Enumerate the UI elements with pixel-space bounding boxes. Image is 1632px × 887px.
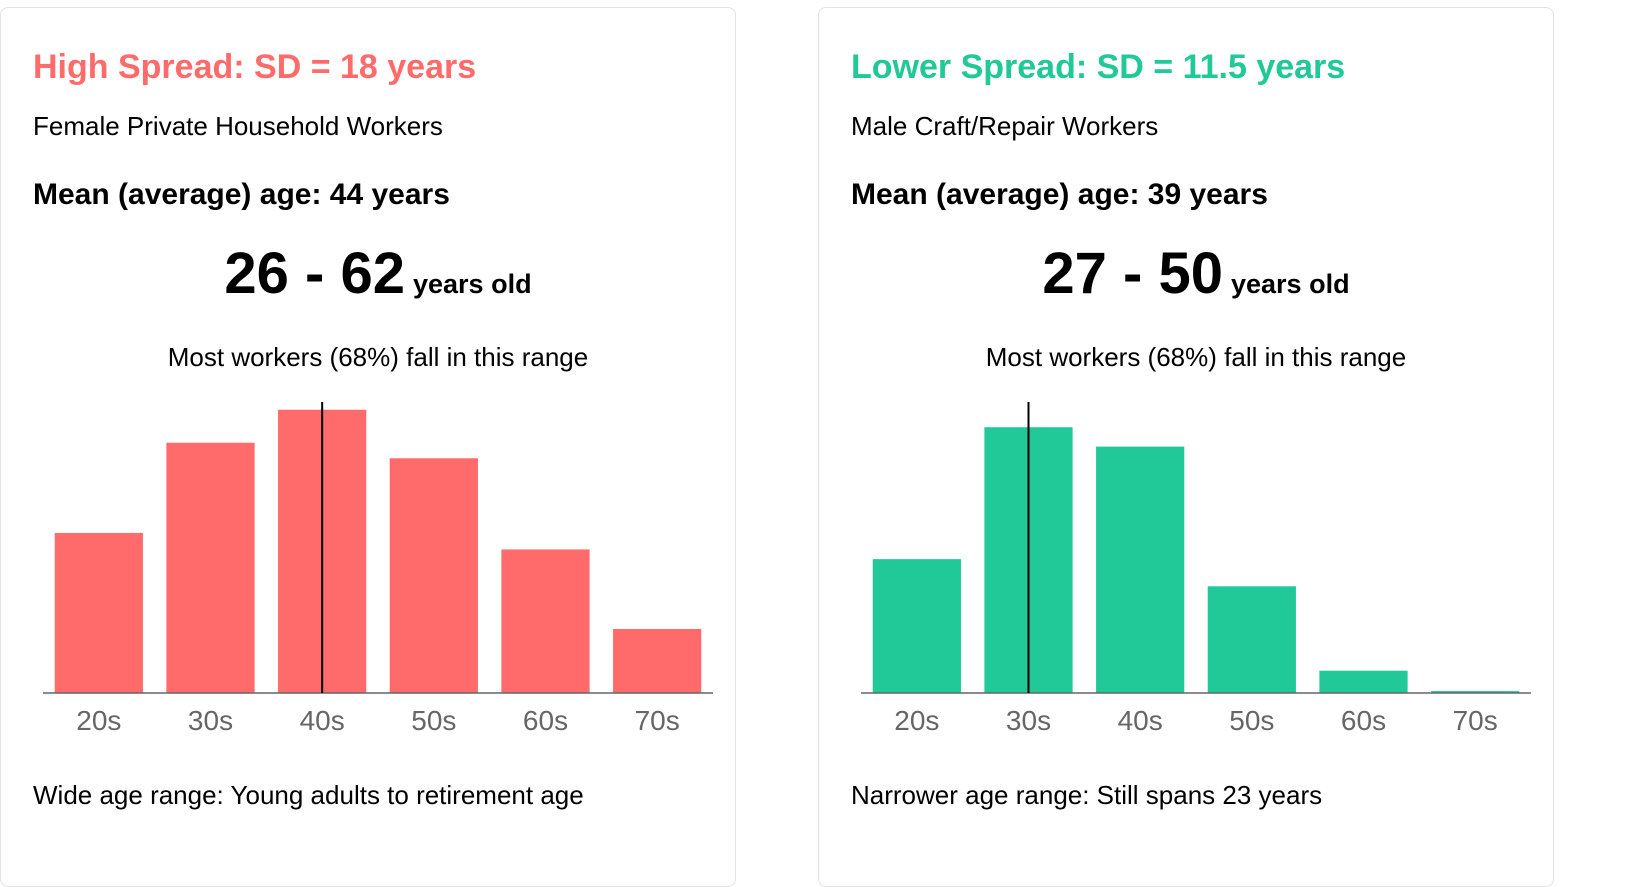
panel-subtitle: Female Private Household Workers <box>33 111 443 141</box>
age-range-unit: years old <box>413 269 532 299</box>
panel-title: Lower Spread: SD = 11.5 years <box>851 48 1346 86</box>
age-range-value: 27 - 50 <box>1042 241 1223 306</box>
bar-70s <box>1431 691 1520 693</box>
x-tick-label: 20s <box>76 705 121 736</box>
x-tick-label: 40s <box>1118 705 1163 736</box>
panel-subtitle: Male Craft/Repair Workers <box>851 111 1159 141</box>
x-tick-label: 50s <box>1229 705 1274 736</box>
bar-50s <box>389 458 478 693</box>
panel-title: High Spread: SD = 18 years <box>33 48 477 86</box>
chart-panel-high-spread: High Spread: SD = 18 years Female Privat… <box>0 7 736 887</box>
x-tick-label: 20s <box>894 705 939 736</box>
bar-70s <box>613 628 702 693</box>
x-tick-label: 70s <box>635 705 680 736</box>
bar-40s <box>1096 446 1185 693</box>
bar-30s <box>166 442 255 693</box>
x-tick-label: 50s <box>411 705 456 736</box>
bar-60s <box>1319 670 1408 693</box>
age-range: 26 - 62 years old <box>1 240 755 307</box>
x-tick-label: 60s <box>1341 705 1386 736</box>
panel-footer: Narrower age range: Still spans 23 years <box>851 780 1323 810</box>
chart-panel-lower-spread: Lower Spread: SD = 11.5 years Male Craft… <box>818 7 1554 887</box>
x-tick-label: 40s <box>300 705 345 736</box>
mean-age-label: Mean (average) age: 39 years <box>851 178 1268 211</box>
x-tick-label: 70s <box>1453 705 1498 736</box>
x-tick-label: 30s <box>1006 705 1051 736</box>
age-distribution-chart: 20s 30s 40s 50s 60s 70s <box>43 402 713 736</box>
bar-50s <box>1207 586 1296 693</box>
age-range-unit: years old <box>1231 269 1350 299</box>
mean-age-label: Mean (average) age: 44 years <box>33 178 450 211</box>
x-tick-label: 60s <box>523 705 568 736</box>
age-range: 27 - 50 years old <box>819 240 1573 307</box>
range-note: Most workers (68%) fall in this range <box>985 342 1407 372</box>
age-range-value: 26 - 62 <box>224 241 405 306</box>
age-distribution-chart: 20s 30s 40s 50s 60s 70s <box>861 402 1531 736</box>
panel-footer: Wide age range: Young adults to retireme… <box>33 780 584 810</box>
range-note: Most workers (68%) fall in this range <box>167 342 589 372</box>
bar-20s <box>872 559 961 693</box>
bar-20s <box>54 532 143 693</box>
x-tick-label: 30s <box>188 705 233 736</box>
bar-60s <box>501 549 590 693</box>
